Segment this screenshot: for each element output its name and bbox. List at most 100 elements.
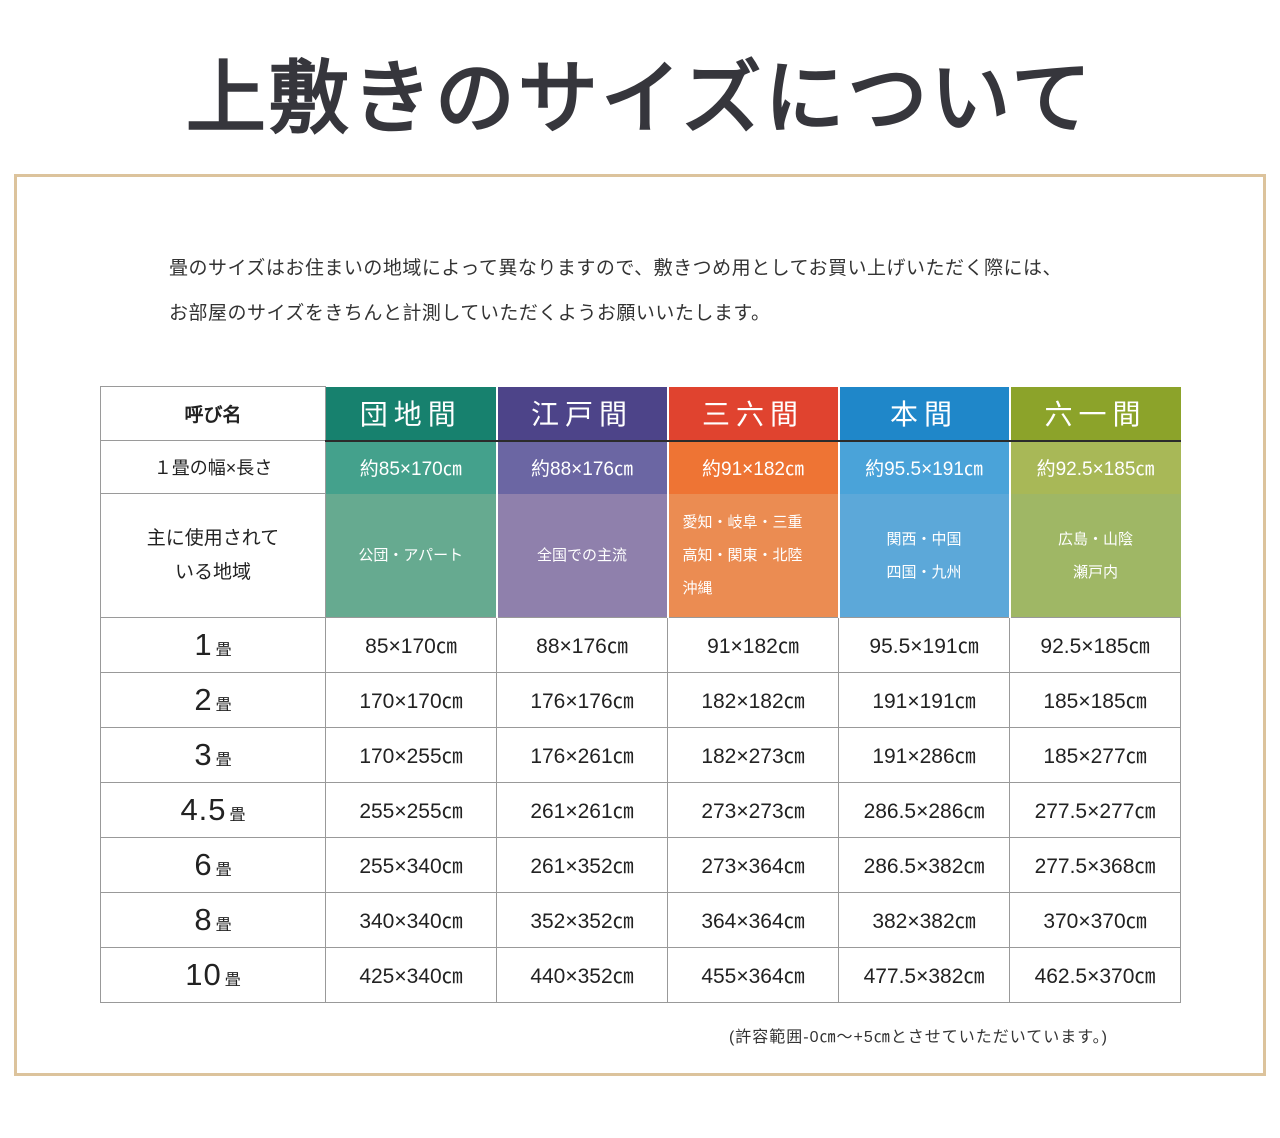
value-cell: 185×277㎝ xyxy=(1009,727,1181,784)
row-label-number: 2 xyxy=(194,682,213,718)
value-cell: 277.5×368㎝ xyxy=(1009,837,1181,894)
value-cell: 191×286㎝ xyxy=(838,727,1010,784)
row-label-unit: 畳 xyxy=(229,807,246,825)
row-label-unit: 畳 xyxy=(215,642,232,660)
row-label-number: 8 xyxy=(194,902,213,938)
value-cell: 88×176㎝ xyxy=(496,617,668,674)
row-label-number: 1 xyxy=(194,627,213,663)
name-header-cell: 呼び名 xyxy=(100,386,326,442)
value-cell: 261×261㎝ xyxy=(496,782,668,839)
row-label-number: 4.5 xyxy=(180,792,227,828)
region-line: 瀬戸内 xyxy=(1072,563,1118,581)
region-cell: 関西・中国四国・九州 xyxy=(837,493,1010,618)
value-cell: 440×352㎝ xyxy=(496,947,668,1004)
tolerance-footnote: (許容範囲-0㎝～+5㎝とさせていただいています。) xyxy=(728,1029,1108,1047)
size-cell: 約95.5×191㎝ xyxy=(837,440,1010,494)
column-header-danchima: 団地間 xyxy=(325,386,497,442)
value-cell: 92.5×185㎝ xyxy=(1009,617,1181,674)
row-label-unit: 畳 xyxy=(215,862,232,880)
width-row-label: １畳の幅×長さ xyxy=(100,440,326,495)
value-cell: 352×352㎝ xyxy=(496,892,668,949)
content-panel: 畳のサイズはお住まいの地域によって異なりますので、敷きつめ用としてお買い上げいた… xyxy=(14,174,1266,1076)
region-line: 関西・中国 xyxy=(886,530,962,548)
row-label-unit: 畳 xyxy=(224,972,241,990)
size-cell: 約91×182㎝ xyxy=(666,440,839,494)
intro-text: 畳のサイズはお住まいの地域によって異なりますので、敷きつめ用としてお買い上げいた… xyxy=(169,247,1203,336)
region-line: 高知・関東・北陸 xyxy=(682,547,803,565)
size-cell: 約88×176㎝ xyxy=(495,440,668,494)
value-cell: 455×364㎝ xyxy=(667,947,839,1004)
value-cell: 182×273㎝ xyxy=(667,727,839,784)
intro-line-1: 畳のサイズはお住まいの地域によって異なりますので、敷きつめ用としてお買い上げいた… xyxy=(169,258,1063,279)
row-label-unit: 畳 xyxy=(215,917,232,935)
value-cell: 176×176㎝ xyxy=(496,672,668,729)
value-cell: 255×340㎝ xyxy=(325,837,497,894)
value-cell: 286.5×286㎝ xyxy=(838,782,1010,839)
value-cell: 273×364㎝ xyxy=(667,837,839,894)
region-cell: 全国での主流 xyxy=(495,493,668,618)
value-cell: 185×185㎝ xyxy=(1009,672,1181,729)
region-line: 広島・山陰 xyxy=(1057,530,1133,548)
row-label: 10 畳 xyxy=(100,947,326,1004)
table-row-10jo: 10 畳 425×340㎝ 440×352㎝ 455×364㎝ 477.5×382… xyxy=(100,947,1181,1004)
size-cell: 約85×170㎝ xyxy=(325,440,497,494)
header-row: 呼び名 団地間 江戸間 三六間 本間 六一間 xyxy=(100,386,1181,442)
value-cell: 91×182㎝ xyxy=(667,617,839,674)
value-cell: 261×352㎝ xyxy=(496,837,668,894)
value-cell: 382×382㎝ xyxy=(838,892,1010,949)
value-cell: 170×255㎝ xyxy=(325,727,497,784)
value-cell: 477.5×382㎝ xyxy=(838,947,1010,1004)
value-cell: 191×191㎝ xyxy=(838,672,1010,729)
region-cell: 愛知・岐阜・三重 高知・関東・北陸 沖縄 xyxy=(666,493,839,618)
region-cell: 公団・アパート xyxy=(325,493,497,618)
page-title: 上敷きのサイズについて xyxy=(185,56,1095,144)
region-line: 四国・九州 xyxy=(886,563,962,581)
value-cell: 425×340㎝ xyxy=(325,947,497,1004)
region-line: 沖縄 xyxy=(682,580,713,598)
region-row-label: 主に使用されて いる地域 xyxy=(100,493,326,619)
row-label-unit: 畳 xyxy=(215,697,232,715)
value-cell: 255×255㎝ xyxy=(325,782,497,839)
column-header-honma: 本間 xyxy=(837,386,1010,442)
region-line: 愛知・岐阜・三重 xyxy=(682,514,803,532)
value-cell: 286.5×382㎝ xyxy=(838,837,1010,894)
value-cell: 277.5×277㎝ xyxy=(1009,782,1181,839)
column-header-sanrokuma: 三六間 xyxy=(666,386,839,442)
value-cell: 462.5×370㎝ xyxy=(1009,947,1181,1004)
value-cell: 273×273㎝ xyxy=(667,782,839,839)
value-cell: 340×340㎝ xyxy=(325,892,497,949)
column-header-edoma: 江戸間 xyxy=(495,386,668,442)
row-label-unit: 畳 xyxy=(215,752,232,770)
tatami-size-table: 呼び名 団地間 江戸間 三六間 本間 六一間 １畳の幅×長さ 約85×170㎝ … xyxy=(100,386,1181,1004)
region-label-line2: いる地域 xyxy=(174,561,251,583)
tatami-size-row: １畳の幅×長さ 約85×170㎝ 約88×176㎝ 約91×182㎝ 約95.5… xyxy=(100,440,1181,495)
region-line: 全国での主流 xyxy=(536,547,627,565)
row-label-number: 10 xyxy=(185,957,222,993)
row-label: 4.5 畳 xyxy=(100,782,326,839)
value-cell: 364×364㎝ xyxy=(667,892,839,949)
row-label-number: 6 xyxy=(194,847,213,883)
region-row: 主に使用されて いる地域 公団・アパート 全国での主流 愛知・岐阜・三重 高知・関東… xyxy=(100,493,1181,619)
region-cell: 広島・山陰 瀬戸内 xyxy=(1008,493,1181,618)
region-label-line1: 主に使用されて xyxy=(146,527,280,549)
size-cell: 約92.5×185㎝ xyxy=(1008,440,1181,494)
value-cell: 85×170㎝ xyxy=(325,617,497,674)
value-cell: 370×370㎝ xyxy=(1009,892,1181,949)
intro-line-2: お部屋のサイズをきちんと計測していただくようお願いいたします。 xyxy=(169,302,771,324)
value-cell: 170×170㎝ xyxy=(325,672,497,729)
value-cell: 176×261㎝ xyxy=(496,727,668,784)
table-row-4-5jo: 4.5 畳 255×255㎝ 261×261㎝ 273×273㎝ 286.5×28… xyxy=(100,782,1181,839)
region-line: 公団・アパート xyxy=(358,547,464,565)
row-label-number: 3 xyxy=(194,737,213,773)
column-header-rokuichima: 六一間 xyxy=(1008,386,1181,442)
